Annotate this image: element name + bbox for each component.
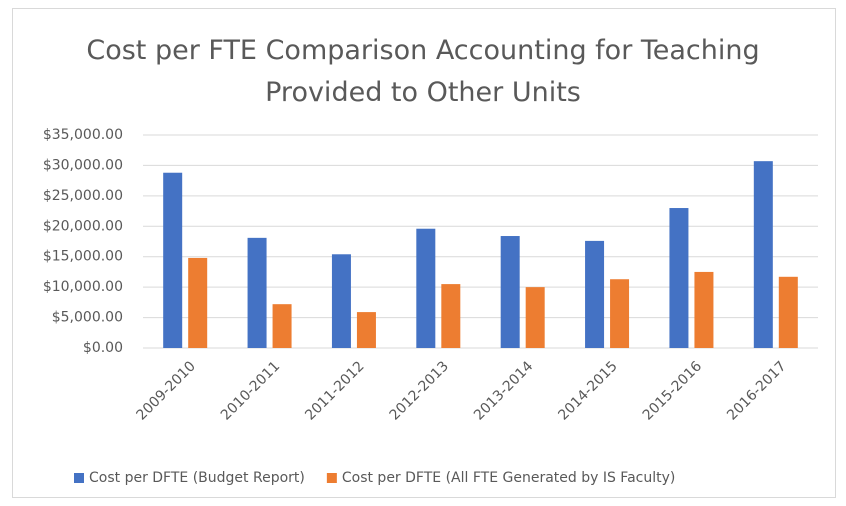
x-tick-label: 2013-2014 bbox=[471, 358, 536, 423]
y-tick-label: $20,000.00 bbox=[43, 218, 123, 234]
legend-swatch bbox=[326, 473, 337, 483]
y-tick-label: $10,000.00 bbox=[43, 279, 123, 295]
x-tick-label: 2015-2016 bbox=[640, 358, 705, 423]
bar bbox=[694, 271, 714, 348]
x-tick-label: 2011-2012 bbox=[302, 358, 367, 423]
bar bbox=[610, 279, 630, 348]
legend-label: Cost per DFTE (Budget Report) bbox=[89, 470, 305, 486]
bar bbox=[416, 228, 436, 348]
y-tick-label: $25,000.00 bbox=[43, 188, 123, 204]
y-tick-label: $15,000.00 bbox=[43, 249, 123, 265]
bar bbox=[778, 276, 798, 348]
y-tick-label: $30,000.00 bbox=[43, 157, 123, 173]
bar bbox=[669, 208, 689, 348]
x-tick-label: 2012-2013 bbox=[387, 358, 452, 423]
y-tick-label: $0.00 bbox=[83, 340, 123, 356]
legend-label: Cost per DFTE (All FTE Generated by IS F… bbox=[342, 470, 676, 486]
chart-frame bbox=[12, 8, 836, 498]
x-tick-label: 2014-2015 bbox=[555, 358, 620, 423]
chart-title: Cost per FTE Comparison Accounting for T… bbox=[86, 35, 760, 108]
bar bbox=[525, 287, 545, 348]
legend-swatch bbox=[74, 473, 84, 483]
x-tick-label: 2010-2011 bbox=[218, 358, 283, 423]
bar bbox=[500, 236, 520, 348]
bar bbox=[356, 312, 376, 348]
bar bbox=[441, 284, 461, 348]
y-tick-label: $35,000.00 bbox=[43, 127, 123, 143]
y-tick-label: $5,000.00 bbox=[52, 310, 123, 326]
bar bbox=[753, 161, 773, 348]
bar bbox=[272, 304, 292, 348]
bar bbox=[188, 257, 208, 348]
x-tick-label: 2016-2017 bbox=[724, 358, 789, 423]
bar bbox=[331, 254, 351, 348]
bar bbox=[585, 240, 605, 348]
bar bbox=[163, 172, 183, 348]
x-tick-label: 2009-2010 bbox=[134, 358, 199, 423]
bar bbox=[247, 237, 267, 348]
